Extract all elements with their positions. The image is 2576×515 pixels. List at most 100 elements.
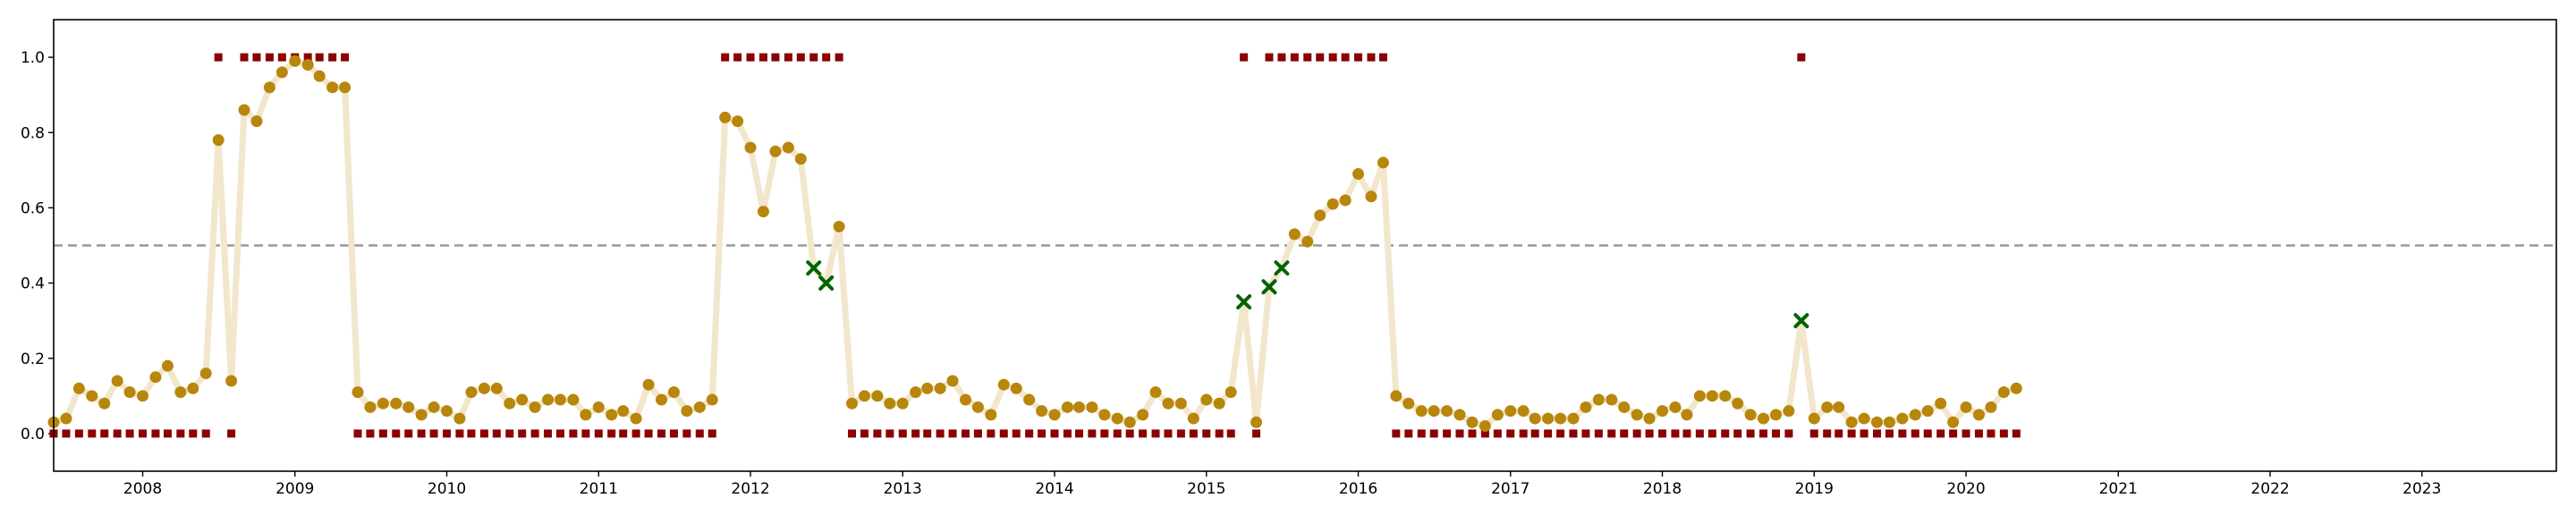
regime-marker — [873, 429, 882, 438]
probability-point — [554, 393, 566, 406]
regime-marker — [151, 429, 160, 438]
y-axis: 0.0 0.2 0.4 0.6 0.8 1.0 — [21, 49, 54, 443]
probability-point — [1997, 386, 2010, 399]
regime-marker — [443, 429, 452, 438]
regime-marker — [1012, 429, 1021, 438]
probability-point — [1402, 397, 1415, 409]
regime-marker — [1443, 429, 1452, 438]
mismatch-point — [818, 275, 835, 291]
probability-point — [1783, 405, 1795, 418]
regime-marker — [467, 429, 476, 438]
probability-point — [542, 393, 555, 406]
probability-point — [1758, 412, 1770, 425]
probability-point — [1985, 401, 1997, 413]
regime-marker — [201, 429, 210, 438]
probability-point — [1504, 405, 1517, 418]
regime-marker — [886, 429, 894, 438]
x-tick-label: 2009 — [275, 480, 314, 498]
probability-point — [693, 401, 706, 413]
probability-point — [1213, 397, 1225, 409]
regime-marker — [809, 53, 818, 62]
probability-point — [364, 401, 377, 413]
x-tick-label: 2008 — [123, 480, 162, 498]
probability-point — [238, 104, 250, 116]
probability-point — [516, 393, 529, 406]
regime-marker — [669, 429, 678, 438]
probability-point — [1200, 393, 1213, 406]
regime-marker — [695, 429, 704, 438]
regime-marker — [189, 429, 198, 438]
probability-point — [212, 134, 225, 147]
regime-marker — [315, 53, 324, 62]
probability-point — [1529, 412, 1541, 425]
regime-marker — [341, 53, 350, 62]
regime-marker — [252, 53, 261, 62]
probability-point — [1491, 409, 1504, 421]
probability-point — [1896, 412, 1909, 425]
probability-point — [794, 153, 807, 165]
regime-marker — [657, 429, 666, 438]
x-tick-label: 2019 — [1795, 480, 1834, 498]
probability-point — [681, 405, 693, 418]
probability-point — [149, 371, 162, 384]
regime-marker — [1519, 429, 1528, 438]
probability-point — [1947, 416, 1960, 428]
probability-point — [1555, 412, 1567, 425]
regime-marker — [1620, 429, 1629, 438]
probability-point — [1732, 397, 1744, 409]
regime-marker — [1962, 429, 1970, 438]
probability-point — [1224, 386, 1237, 399]
regime-marker — [961, 429, 970, 438]
regime-marker — [1189, 429, 1198, 438]
probability-point — [377, 397, 389, 409]
regime-marker — [1341, 53, 1350, 62]
regime-marker — [1556, 429, 1565, 438]
regime-marker — [987, 429, 996, 438]
probability-point — [1808, 412, 1820, 425]
regime-marker — [973, 429, 982, 438]
regime-marker — [999, 429, 1008, 438]
regime-marker — [492, 429, 501, 438]
regime-marker — [277, 53, 286, 62]
regime-marker — [1277, 53, 1286, 62]
probability-point — [275, 66, 288, 79]
x-tick-label: 2018 — [1643, 480, 1682, 498]
regime-marker — [619, 429, 628, 438]
regime-marker — [1873, 429, 1882, 438]
probability-point — [161, 359, 174, 372]
regime-marker — [822, 53, 831, 62]
regime-marker — [1252, 429, 1261, 438]
regime-marker — [479, 429, 488, 438]
regime-marker — [1797, 53, 1806, 62]
probability-point — [1631, 409, 1643, 421]
probability-point — [490, 382, 503, 394]
regime-marker — [366, 429, 375, 438]
probability-point — [326, 81, 339, 94]
regime-marker — [176, 429, 185, 438]
probability-point — [1390, 390, 1402, 402]
probability-point — [1250, 416, 1263, 428]
probability-point — [390, 397, 402, 409]
regime-marker — [1695, 429, 1704, 438]
mismatch-point — [1274, 260, 1290, 276]
probability-point — [997, 378, 1010, 391]
regime-marker — [1480, 429, 1489, 438]
regime-marker — [404, 429, 413, 438]
regime-marker — [1290, 53, 1299, 62]
regime-marker — [1999, 429, 2008, 438]
regime-marker — [1885, 429, 1894, 438]
probability-point — [1935, 397, 1947, 409]
regime-marker — [1025, 429, 1034, 438]
regime-marker — [2012, 429, 2021, 438]
probability-point — [174, 386, 187, 399]
probability-point — [719, 111, 732, 123]
x-tick-label: 2017 — [1491, 480, 1530, 498]
probability-point — [757, 206, 769, 218]
regime-marker — [1594, 429, 1603, 438]
probability-point — [1023, 393, 1036, 406]
regime-marker — [518, 429, 527, 438]
probability-point — [934, 382, 946, 394]
probability-point — [225, 375, 238, 387]
probability-point — [1098, 409, 1111, 421]
regime-marker — [1569, 429, 1578, 438]
